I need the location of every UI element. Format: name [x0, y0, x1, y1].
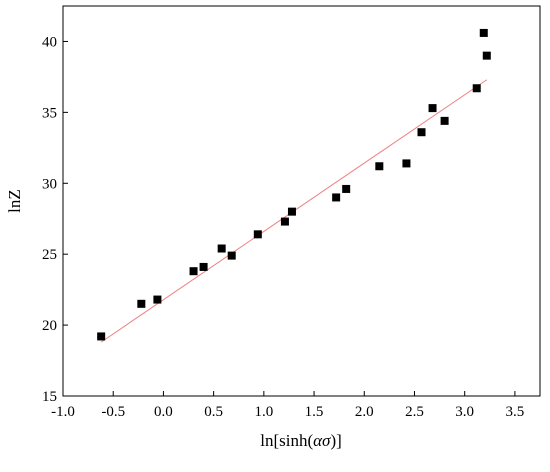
x-tick-label: -1.0	[51, 404, 75, 420]
x-axis-ticks: -1.0 -0.5 0.0 0.5 1.0 1.5 2.0 2.5 3.0 3.5	[51, 391, 524, 420]
y-axis-title: lnZ	[5, 189, 24, 213]
data-point	[137, 299, 146, 308]
y-tick-label: 40	[42, 34, 57, 50]
x-axis-title: ln[sinh(ασ)]	[260, 431, 342, 450]
data-point	[479, 28, 488, 37]
x-tick-label: 1.5	[305, 404, 324, 420]
x-tick-label: 3.5	[506, 404, 525, 420]
data-point	[227, 251, 236, 260]
data-point	[153, 295, 162, 304]
data-point	[402, 159, 411, 168]
y-tick-label: 15	[42, 389, 57, 405]
y-tick-label: 20	[42, 318, 57, 334]
x-tick-label: 2.0	[355, 404, 374, 420]
data-point	[97, 332, 106, 341]
plot-frame	[62, 5, 541, 397]
data-point	[287, 207, 296, 216]
data-point	[280, 217, 289, 226]
data-point	[375, 162, 384, 171]
x-tick-label: -0.5	[101, 404, 125, 420]
data-point	[482, 51, 491, 60]
data-point	[189, 267, 198, 276]
x-tick-label: 0.5	[204, 404, 223, 420]
y-axis-ticks: 15 20 25 30 35 40	[42, 34, 68, 405]
x-tick-label: 2.5	[405, 404, 424, 420]
x-tick-label: 3.0	[455, 404, 474, 420]
data-point	[199, 262, 208, 271]
data-point	[342, 184, 351, 193]
data-points	[97, 28, 491, 341]
y-tick-label: 30	[42, 176, 57, 192]
data-point	[253, 230, 262, 239]
x-tick-label: 1.0	[254, 404, 273, 420]
data-point	[217, 244, 226, 253]
x-tick-label: 0.0	[154, 404, 173, 420]
y-tick-label: 25	[42, 247, 57, 263]
data-point	[332, 193, 341, 202]
data-point	[472, 84, 481, 93]
data-point	[440, 116, 449, 125]
data-point	[428, 104, 437, 113]
y-tick-label: 35	[42, 105, 57, 121]
data-point	[417, 128, 426, 137]
